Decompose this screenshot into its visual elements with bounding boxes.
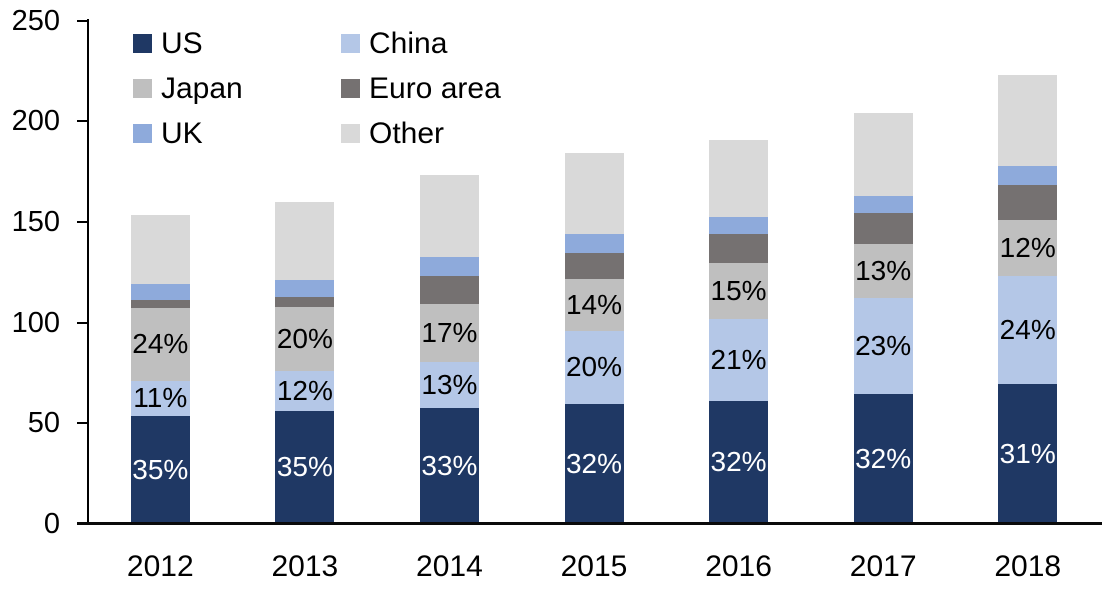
bar-segment-other	[709, 140, 769, 217]
bar-segment-china	[709, 319, 769, 401]
legend-swatch-other	[341, 124, 360, 143]
bar-segment-japan	[275, 307, 335, 371]
x-axis-label: 2013	[271, 550, 339, 583]
bar-segment-uk	[130, 283, 190, 300]
legend-item-china: China	[341, 21, 501, 66]
x-axis-label: 2012	[126, 550, 194, 583]
bar-segment-other	[998, 74, 1058, 166]
bar-segment-euro-area	[130, 299, 190, 308]
y-tick	[77, 220, 88, 223]
legend-item-uk: UK	[133, 111, 341, 156]
bar-segment-china	[853, 298, 913, 395]
bar-segment-other	[853, 113, 913, 196]
bar-segment-japan	[419, 304, 479, 363]
legend-item-us: US	[133, 21, 341, 66]
bar-segment-other	[275, 201, 335, 280]
y-tick-label: 0	[43, 508, 60, 540]
bar-segment-us	[275, 410, 335, 524]
bar-segment-euro-area	[564, 253, 624, 280]
x-axis-label: 2015	[560, 550, 628, 583]
y-tick	[77, 422, 88, 425]
y-axis-line	[87, 19, 89, 525]
bar-segment-us	[419, 407, 479, 524]
bar-segment-other	[419, 174, 479, 258]
bar-segment-uk	[709, 216, 769, 235]
bar-segment-euro-area	[275, 297, 335, 308]
bar-segment-uk	[998, 165, 1058, 185]
bar-segment-euro-area	[853, 213, 913, 245]
legend-label-us: US	[161, 26, 203, 60]
legend-swatch-japan	[133, 79, 152, 98]
x-axis-label: 2016	[705, 550, 772, 583]
legend: US China Japan Euro area UK Other	[133, 21, 501, 156]
legend-swatch-euro-area	[341, 79, 360, 98]
bar-segment-other	[130, 214, 190, 284]
legend-label-japan: Japan	[161, 71, 243, 105]
y-tick-label: 100	[11, 306, 60, 339]
legend-swatch-us	[133, 34, 152, 53]
legend-label-china: China	[369, 26, 448, 60]
bar-segment-uk	[419, 257, 479, 276]
legend-label-euro-area: Euro area	[369, 71, 501, 105]
x-axis-line	[77, 522, 1102, 525]
bar-segment-us	[130, 415, 190, 524]
legend-swatch-china	[341, 34, 360, 53]
bar-segment-japan	[564, 279, 624, 331]
bar-segment-euro-area	[419, 275, 479, 305]
bar-segment-us	[853, 394, 913, 524]
bar-segment-other	[564, 153, 624, 234]
bar-segment-uk	[564, 233, 624, 254]
legend-item-japan: Japan	[133, 66, 341, 111]
bar-segment-uk	[853, 195, 913, 214]
legend-label-uk: UK	[161, 116, 203, 150]
bar-segment-us	[998, 384, 1058, 524]
bar-segment-china	[998, 275, 1058, 385]
legend-item-euro-area: Euro area	[341, 66, 501, 111]
y-tick	[77, 321, 88, 324]
y-tick	[77, 120, 88, 123]
legend-label-other: Other	[369, 116, 445, 150]
y-tick-label: 250	[11, 4, 60, 37]
bar-segment-us	[564, 404, 624, 524]
y-tick	[77, 19, 88, 22]
bar-segment-japan	[853, 244, 913, 299]
bar-segment-japan	[709, 262, 769, 320]
legend-item-other: Other	[341, 111, 501, 156]
bar-segment-euro-area	[998, 184, 1058, 221]
y-tick-label: 50	[27, 407, 60, 440]
bar-segment-china	[275, 370, 335, 411]
x-axis-label: 2017	[849, 550, 917, 583]
bar-segment-euro-area	[709, 234, 769, 263]
bar-segment-us	[709, 400, 769, 524]
legend-swatch-uk	[133, 124, 152, 143]
bar-segment-japan	[998, 220, 1058, 276]
bar-segment-china	[419, 362, 479, 408]
x-axis-label: 2018	[994, 550, 1062, 583]
x-axis-label: 2014	[416, 550, 483, 583]
bar-segment-japan	[130, 307, 190, 381]
bar-segment-china	[130, 380, 190, 416]
y-tick-label: 150	[11, 205, 60, 238]
bar-segment-uk	[275, 279, 335, 298]
y-tick-label: 200	[11, 105, 60, 138]
bar-segment-china	[564, 330, 624, 405]
